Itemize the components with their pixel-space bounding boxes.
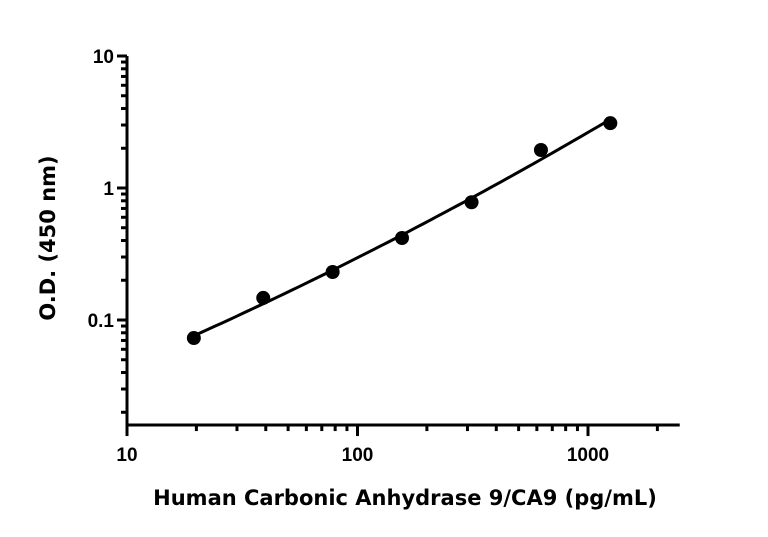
data-point [256, 290, 271, 305]
data-point [603, 116, 618, 131]
x-tick-label: 10 [116, 445, 137, 466]
data-point [533, 143, 548, 158]
fit-curve [193, 118, 612, 338]
data-point [464, 195, 479, 210]
x-tick-label: 100 [342, 445, 374, 466]
y-axis: 0.1 1 10 [88, 47, 129, 436]
data-points [186, 116, 618, 346]
y-tick-label: 0.1 [88, 311, 115, 332]
data-point [186, 331, 201, 346]
x-axis-title: Human Carbonic Anhydrase 9/CA9 (pg/mL) [153, 486, 657, 510]
fit-line [193, 118, 612, 338]
x-axis: 10 100 1000 [116, 423, 680, 466]
y-axis-title: O.D. (450 nm) [36, 155, 60, 320]
data-point [395, 231, 410, 246]
y-tick-label: 1 [103, 179, 114, 200]
y-tick-label: 10 [93, 47, 114, 68]
data-point [325, 265, 340, 280]
x-tick-label: 1000 [567, 445, 609, 466]
